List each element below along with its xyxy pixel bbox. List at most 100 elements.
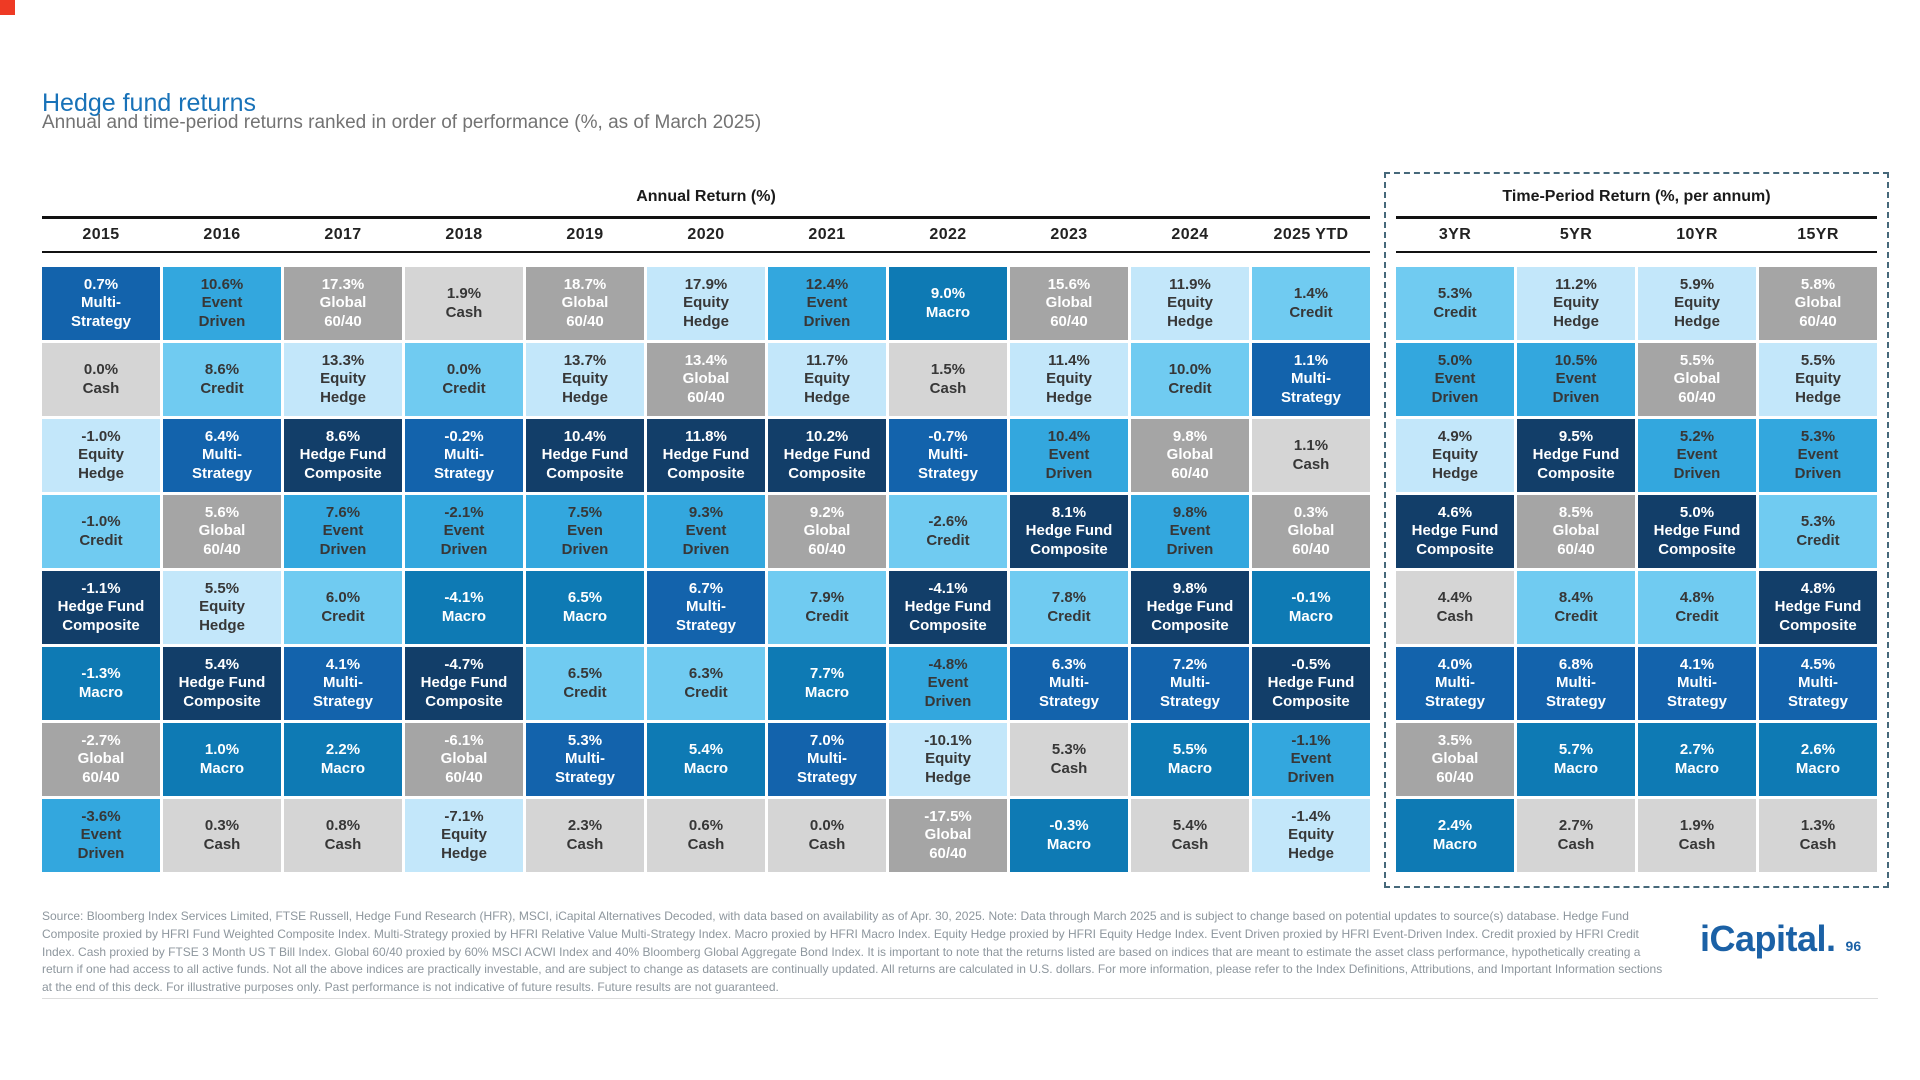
return-value: -7.1%	[444, 808, 484, 826]
return-cell: 1.1% Multi- Strategy	[1252, 343, 1370, 416]
icapital-logo-text: iCapital.	[1700, 918, 1836, 959]
strategy-label: Macro	[441, 607, 487, 625]
return-cell: 10.4% Hedge Fund Composite	[526, 419, 644, 492]
return-value: 10.0%	[1168, 361, 1212, 379]
return-cell: 0.3% Cash	[163, 799, 281, 872]
return-value: 0.6%	[688, 817, 724, 835]
return-value: 3.5%	[1437, 732, 1473, 750]
return-value: 5.3%	[1051, 741, 1087, 759]
strategy-label: Global 60/40	[1673, 370, 1721, 406]
strategy-label: Multi- Strategy	[1787, 674, 1849, 710]
return-value: -6.1%	[444, 732, 484, 750]
return-value: -10.1%	[924, 732, 972, 750]
divider	[42, 251, 1370, 253]
return-cell: 7.7% Macro	[768, 647, 886, 720]
strategy-label: Equity Hedge	[1288, 826, 1334, 862]
return-cell: 15.6% Global 60/40	[1010, 267, 1128, 340]
strategy-label: Event Driven	[1166, 522, 1214, 558]
divider	[1396, 251, 1877, 253]
red-marker	[0, 0, 15, 15]
return-value: -4.7%	[444, 656, 484, 674]
strategy-label: Macro	[1288, 607, 1334, 625]
return-value: 1.5%	[930, 361, 966, 379]
return-value: 4.1%	[325, 656, 361, 674]
strategy-label: Equity Hedge	[199, 598, 245, 634]
strategy-label: Macro	[925, 303, 971, 321]
return-value: 10.2%	[805, 428, 849, 446]
return-cell: 8.4% Credit	[1517, 571, 1635, 644]
return-value: 5.3%	[1800, 428, 1836, 446]
column-header: 2017	[324, 226, 362, 243]
return-cell: 6.5% Credit	[526, 647, 644, 720]
return-cell: -1.1% Event Driven	[1252, 723, 1370, 796]
return-cell: 9.5% Hedge Fund Composite	[1517, 419, 1635, 492]
return-cell: 2.2% Macro	[284, 723, 402, 796]
strategy-label: Equity Hedge	[1553, 294, 1599, 330]
return-value: 1.0%	[204, 741, 240, 759]
return-cell: -4.1% Hedge Fund Composite	[889, 571, 1007, 644]
return-cell: 10.2% Hedge Fund Composite	[768, 419, 886, 492]
return-cell: 7.5% Even Driven	[526, 495, 644, 568]
return-value: 12.4%	[805, 276, 849, 294]
column-header: 5YR	[1559, 226, 1593, 243]
return-value: 5.0%	[1679, 504, 1715, 522]
strategy-label: Multi- Strategy	[1666, 674, 1728, 710]
return-cell: 4.9% Equity Hedge	[1396, 419, 1514, 492]
strategy-label: Cash	[929, 379, 967, 397]
annual-column-headers: 2015 2016 2017 2018 2019 2020 2021 2022 2023 2024…	[42, 219, 1370, 251]
return-cell: 5.2% Event Driven	[1638, 419, 1756, 492]
return-value: 9.2%	[809, 504, 845, 522]
return-value: 9.5%	[1558, 428, 1594, 446]
return-cell: 8.5% Global 60/40	[1517, 495, 1635, 568]
strategy-label: Global 60/40	[1431, 750, 1479, 786]
return-cell: 1.0% Macro	[163, 723, 281, 796]
annual-cells: 0.7% Multi- Strategy 10.6% Event Driven 17.3…	[42, 267, 1370, 872]
return-cell: -0.2% Multi- Strategy	[405, 419, 523, 492]
strategy-label: Global 60/40	[198, 522, 246, 558]
return-cell: 5.3% Credit	[1396, 267, 1514, 340]
return-value: -0.2%	[444, 428, 484, 446]
return-cell: 2.3% Cash	[526, 799, 644, 872]
return-cell: -1.0% Credit	[42, 495, 160, 568]
strategy-label: Even Driven	[561, 522, 609, 558]
return-value: -4.1%	[928, 580, 968, 598]
return-value: 15.6%	[1047, 276, 1091, 294]
strategy-label: Equity Hedge	[1674, 294, 1720, 330]
strategy-label: Global 60/40	[440, 750, 488, 786]
return-value: 5.8%	[1800, 276, 1836, 294]
strategy-label: Equity Hedge	[320, 370, 366, 406]
return-value: -1.1%	[81, 580, 121, 598]
return-cell: -0.7% Multi- Strategy	[889, 419, 1007, 492]
return-cell: -3.6% Event Driven	[42, 799, 160, 872]
strategy-label: Hedge Fund Composite	[1532, 446, 1620, 482]
strategy-label: Multi- Strategy	[191, 446, 253, 482]
strategy-label: Credit	[684, 683, 728, 701]
return-cell: 10.4% Event Driven	[1010, 419, 1128, 492]
return-cell: 10.5% Event Driven	[1517, 343, 1635, 416]
return-value: -17.5%	[924, 808, 972, 826]
return-value: 8.6%	[325, 428, 361, 446]
return-cell: 0.0% Cash	[768, 799, 886, 872]
return-value: 11.9%	[1169, 276, 1211, 294]
strategy-label: Equity Hedge	[925, 750, 971, 786]
strategy-label: Macro	[804, 683, 850, 701]
page-subtitle: Annual and time-period returns ranked in…	[42, 112, 762, 133]
return-value: 1.1%	[1293, 352, 1329, 370]
strategy-label: Credit	[1289, 303, 1333, 321]
return-cell: 10.6% Event Driven	[163, 267, 281, 340]
return-value: 5.5%	[1800, 352, 1836, 370]
strategy-label: Event Driven	[803, 294, 851, 330]
strategy-label: Credit	[321, 607, 365, 625]
return-value: 2.2%	[325, 741, 361, 759]
return-cell: 5.3% Cash	[1010, 723, 1128, 796]
strategy-label: Credit	[442, 379, 486, 397]
return-value: 7.5%	[567, 504, 603, 522]
return-value: -1.3%	[81, 665, 121, 683]
return-cell: 8.6% Credit	[163, 343, 281, 416]
divider	[42, 998, 1878, 999]
return-cell: 1.9% Cash	[405, 267, 523, 340]
return-value: 0.3%	[1293, 504, 1329, 522]
return-value: 17.3%	[321, 276, 365, 294]
strategy-label: Multi- Strategy	[1424, 674, 1486, 710]
column-header: 2020	[687, 226, 725, 243]
